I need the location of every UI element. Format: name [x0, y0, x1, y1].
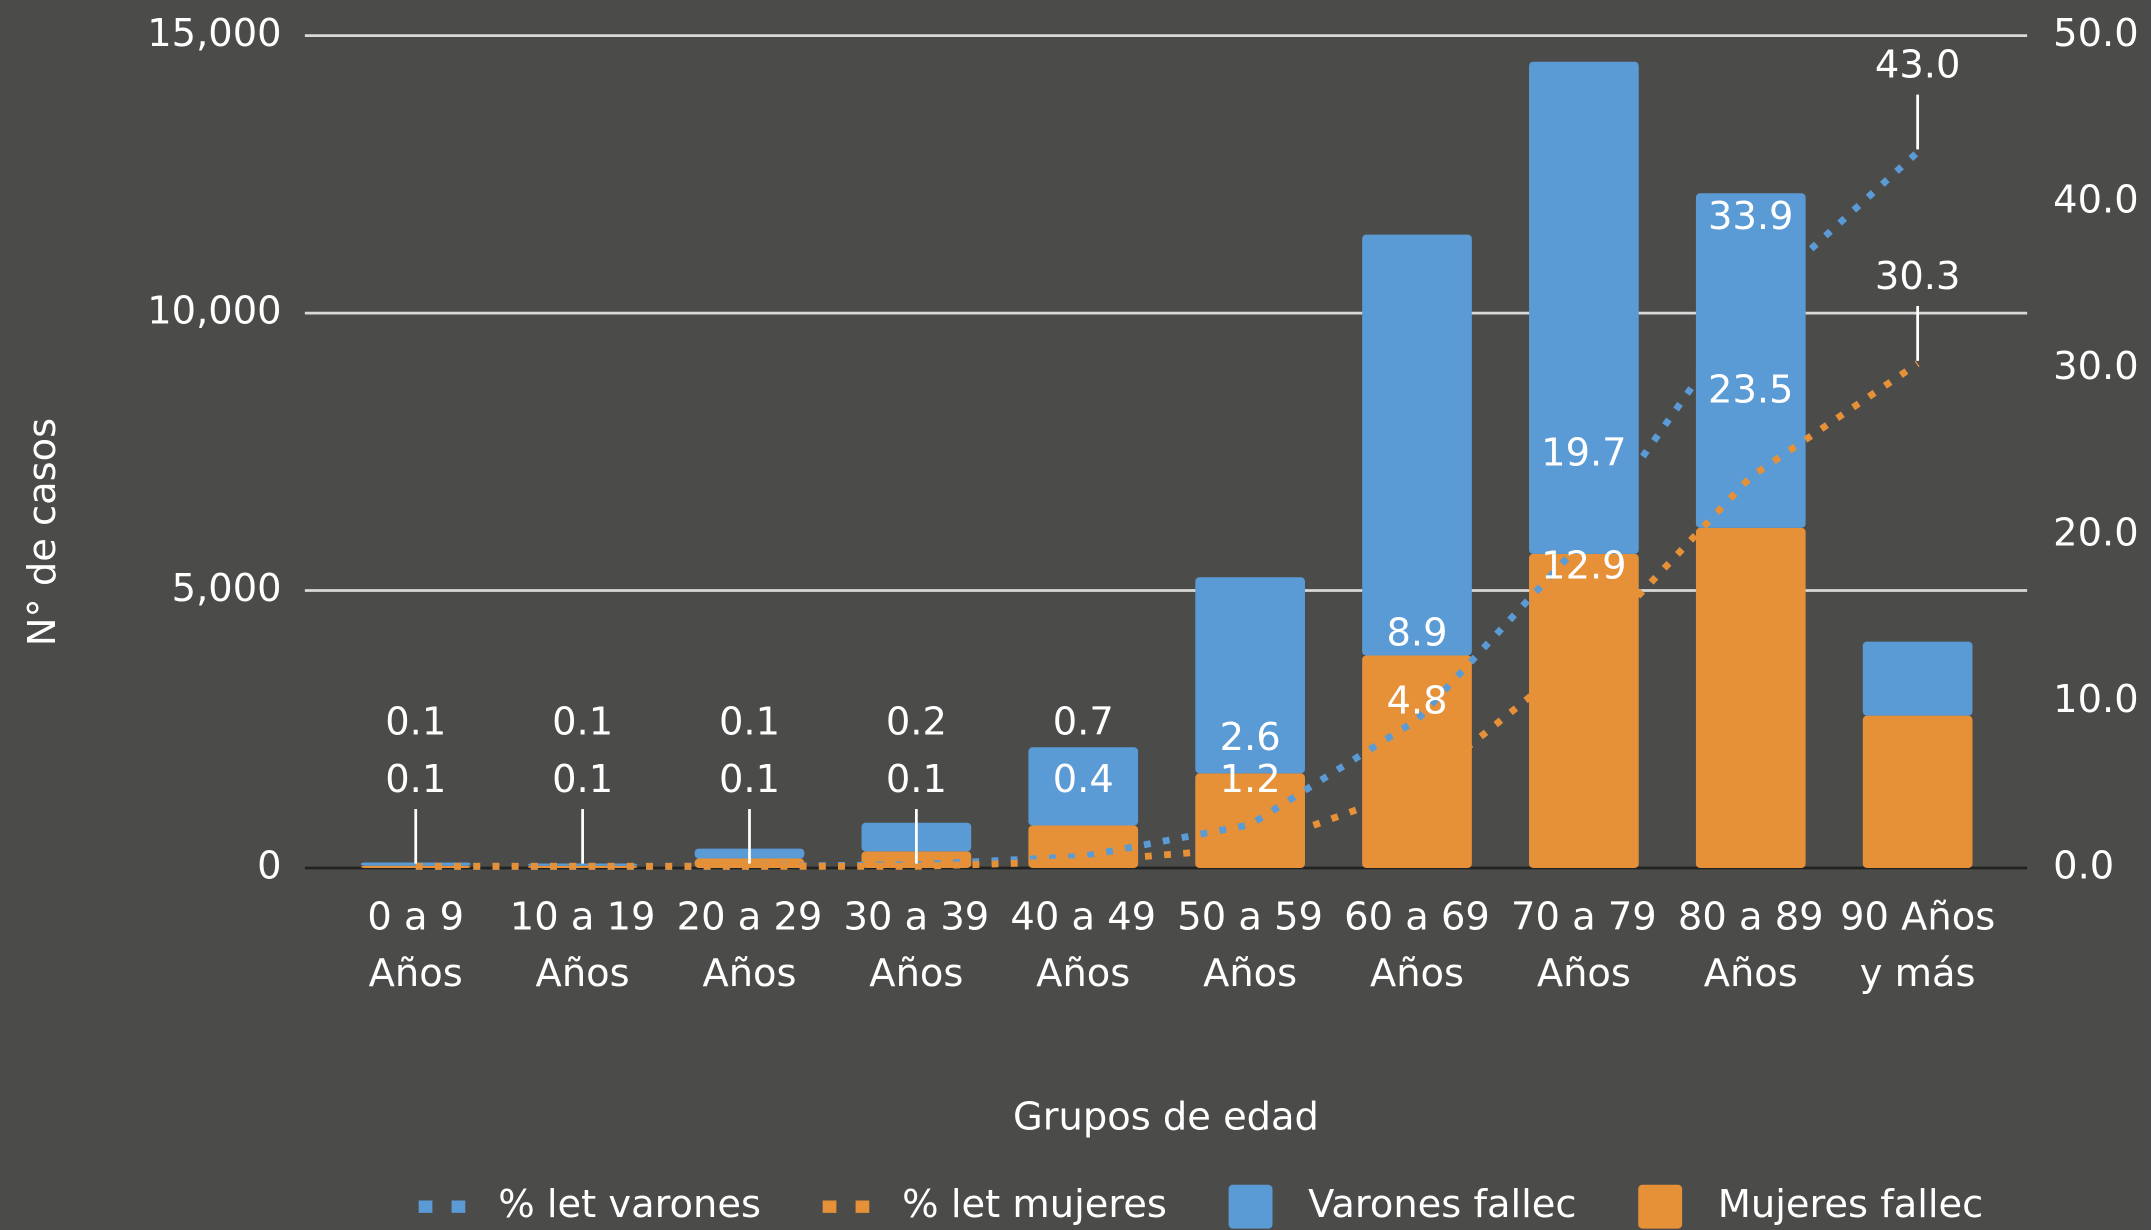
x-tick-label-box: 60 a 69 Años	[1344, 894, 1490, 996]
bar	[1362, 234, 1472, 656]
data-label: 12.9	[1541, 544, 1626, 589]
y2-tick-label: 10.0	[2053, 677, 2138, 722]
x-tick-label: 10 a 19 Años	[509, 894, 656, 996]
bar	[527, 863, 638, 866]
data-label: 43.0	[1875, 43, 1960, 88]
x-tick-label: 90 Años y más	[1840, 894, 1996, 996]
y-tick-label: 15,000	[147, 11, 281, 56]
y-tick-label: 5,000	[172, 566, 282, 611]
x-tick-label: 60 a 69 Años	[1344, 894, 1490, 996]
x-tick-label: 50 a 59 Años	[1177, 894, 1323, 996]
bar	[1028, 747, 1139, 826]
x-tick-label-box: 30 a 39 Años	[843, 894, 990, 996]
y2-tick-label: 40.0	[2053, 178, 2138, 223]
bar	[1862, 715, 1973, 868]
x-tick-label-box: 40 a 49 Años	[1010, 894, 1157, 996]
data-label: 0.1	[719, 700, 780, 745]
legend-label: % let varones	[498, 1182, 761, 1227]
legend-label: % let mujeres	[902, 1182, 1167, 1227]
bar	[1862, 641, 1973, 716]
data-label: 1.2	[1220, 757, 1281, 802]
y2-tick-label: 50.0	[2053, 11, 2138, 56]
x-tick-label-box: 20 a 29 Años	[676, 894, 823, 996]
data-label: 0.1	[385, 700, 446, 745]
x-tick-label-box: 0 a 9 Años	[367, 894, 465, 996]
bar	[1529, 553, 1639, 868]
legend-symbol	[1228, 1184, 1273, 1229]
x-tick-label: 70 a 79 Años	[1511, 894, 1657, 996]
line	[415, 360, 1920, 870]
bar	[527, 865, 638, 868]
y2-tick-label: 20.0	[2053, 511, 2138, 556]
data-label: 0.1	[886, 757, 947, 802]
data-label: 30.3	[1875, 254, 1960, 299]
data-label: 0.7	[1053, 700, 1114, 745]
x-tick-label-box: 70 a 79 Años	[1511, 894, 1657, 996]
data-label: 0.1	[719, 757, 780, 802]
x-tick-label-box: 90 Años y más	[1840, 894, 1996, 996]
data-label: 2.6	[1220, 715, 1281, 760]
data-label: 8.9	[1386, 610, 1447, 655]
bar	[1028, 825, 1139, 868]
x-tick-label-box: 10 a 19 Años	[509, 894, 656, 996]
bar	[1695, 193, 1806, 528]
bar	[1695, 527, 1806, 868]
x-axis-title: Grupos de edad	[1013, 1094, 1319, 1139]
x-tick-label-box: 80 a 89 Años	[1677, 894, 1824, 996]
data-label: 0.1	[552, 700, 613, 745]
legend-label: Mujeres fallec	[1718, 1182, 1984, 1227]
y-tick-label: 10,000	[147, 289, 281, 334]
data-label: 19.7	[1541, 431, 1626, 476]
bar	[1529, 61, 1639, 554]
x-tick-label: 80 a 89 Años	[1677, 894, 1824, 996]
data-label: 33.9	[1708, 194, 1793, 239]
x-tick-label: 30 a 39 Años	[843, 894, 990, 996]
data-label: 23.5	[1708, 367, 1793, 412]
legend-symbol	[1638, 1184, 1683, 1229]
data-label: 0.1	[385, 757, 446, 802]
x-tick-label: 0 a 9 Años	[367, 894, 465, 996]
bar	[1195, 577, 1305, 774]
y-tick-label: 0	[257, 843, 281, 888]
y2-tick-label: 30.0	[2053, 344, 2138, 389]
x-tick-label-box: 50 a 59 Años	[1177, 894, 1323, 996]
data-label: 0.1	[552, 757, 613, 802]
y2-tick-label: 0.0	[2053, 843, 2114, 888]
y-axis-title: N° de casos	[20, 418, 65, 646]
bar	[1195, 773, 1305, 868]
data-label: 4.8	[1386, 679, 1447, 724]
x-tick-label: 20 a 29 Años	[676, 894, 823, 996]
x-tick-label: 40 a 49 Años	[1010, 894, 1157, 996]
legend-label: Varones fallec	[1308, 1182, 1576, 1227]
data-label: 0.4	[1053, 757, 1114, 802]
bar	[1362, 655, 1472, 868]
data-label: 0.2	[886, 700, 947, 745]
